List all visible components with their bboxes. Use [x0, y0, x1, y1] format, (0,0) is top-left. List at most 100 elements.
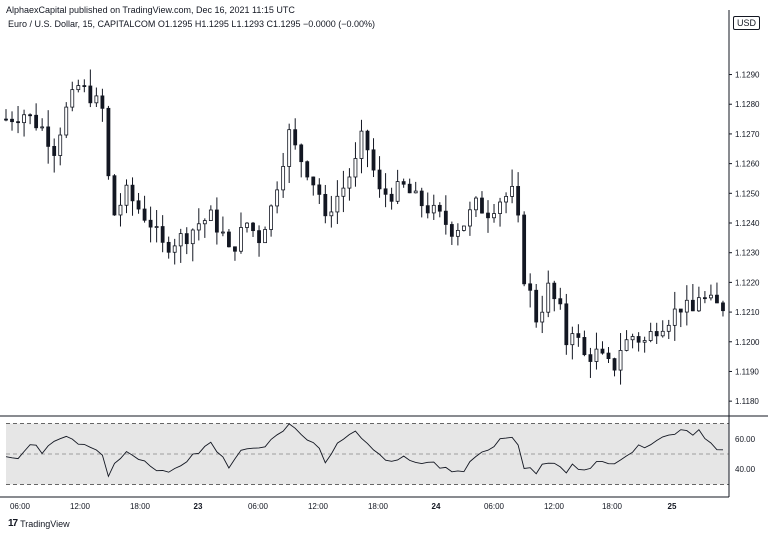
candle-body	[703, 297, 707, 300]
rsi-line	[5, 423, 724, 478]
candle-body	[52, 145, 57, 156]
rsi-layer	[0, 415, 768, 485]
candle-body	[118, 204, 123, 216]
candle-body	[40, 126, 45, 129]
candle-body	[136, 200, 141, 210]
tradingview-brand: TradingView	[20, 518, 70, 529]
candle-body	[431, 204, 436, 214]
candle-body	[76, 85, 81, 91]
candle-body	[287, 129, 292, 167]
candle-body	[558, 298, 563, 305]
candle-body	[600, 348, 605, 354]
tradingview-footer[interactable]: 17 TradingView	[8, 518, 70, 529]
candle-body	[377, 169, 382, 190]
candle-body	[28, 114, 33, 117]
candle-body	[666, 324, 671, 332]
candle-body	[395, 181, 400, 202]
candle-body	[709, 294, 713, 299]
candle-body	[233, 246, 237, 252]
candle-body	[172, 245, 177, 253]
candle-body	[672, 308, 677, 326]
candle-body	[443, 210, 448, 225]
time-tick-label: 18:00	[130, 502, 151, 511]
price-tick-label: 1.1280	[735, 100, 760, 109]
candle-body	[371, 149, 376, 171]
candle-body	[684, 299, 689, 313]
candle-body	[245, 222, 249, 228]
candle-body	[660, 330, 665, 337]
candle-body	[275, 189, 280, 207]
candle-body	[124, 184, 129, 206]
candle-body	[510, 186, 515, 197]
candle-body	[166, 241, 171, 253]
candle-body	[305, 161, 310, 178]
time-tick-label: 25	[668, 502, 677, 511]
candle-body	[721, 302, 725, 312]
candle-body	[196, 223, 201, 231]
candle-body	[214, 209, 219, 233]
candle-body	[678, 308, 683, 313]
candle-body	[480, 197, 484, 214]
candle-body	[696, 297, 701, 312]
price-tick-label: 1.1240	[735, 219, 760, 228]
candle-body	[588, 354, 593, 362]
candle-body	[642, 340, 647, 343]
candle-body	[263, 229, 267, 244]
candle-body	[504, 196, 508, 203]
candle-body	[570, 333, 575, 346]
price-tick-label: 1.1250	[735, 189, 760, 198]
candle-body	[540, 311, 545, 323]
candle-body	[546, 282, 551, 313]
currency-badge[interactable]: USD	[732, 16, 760, 30]
candle-body	[88, 85, 93, 104]
price-tick-label: 1.1180	[735, 397, 759, 406]
candle-body	[130, 184, 135, 202]
candle-body	[257, 230, 261, 244]
axis-layer: 1.1290 1.1280 1.1270 1.1260 1.1250 1.1240 1.12…	[0, 10, 760, 511]
rsi-tick-label: 40.00	[735, 465, 756, 474]
candle-body	[70, 89, 75, 108]
time-tick-label: 18:00	[368, 502, 389, 511]
candle-body	[281, 166, 286, 191]
price-tick-label: 1.1230	[735, 249, 760, 258]
candle-body	[178, 233, 183, 247]
candle-body	[715, 294, 719, 304]
candle-body	[419, 190, 424, 207]
candle-body	[112, 175, 117, 216]
candle-body	[34, 114, 39, 129]
rsi-tick-label: 60.00	[735, 435, 756, 444]
candle-body	[413, 190, 418, 194]
time-tick-label: 12:00	[308, 502, 329, 511]
candle-body	[64, 106, 69, 136]
candle-body	[528, 283, 533, 291]
candle-body	[154, 226, 159, 228]
candles-layer	[4, 69, 725, 385]
candle-body	[630, 336, 635, 341]
candle-body	[347, 176, 352, 189]
price-tick-label: 1.1260	[735, 160, 760, 169]
candle-body	[359, 130, 364, 159]
price-tick-label: 1.1220	[735, 278, 760, 287]
symbol-legend: Euro / U.S. Dollar, 15, CAPITALCOM O1.12…	[8, 19, 376, 29]
candle-body	[425, 205, 430, 214]
price-tick-label: 1.1210	[735, 308, 760, 317]
candle-body	[492, 213, 496, 219]
candle-body	[46, 126, 51, 147]
candle-body	[239, 227, 243, 252]
candle-body	[522, 214, 527, 285]
candle-body	[564, 303, 569, 346]
candle-body	[383, 188, 388, 195]
candle-body	[654, 331, 659, 337]
time-tick-label: 12:00	[70, 502, 91, 511]
time-tick-label: 12:00	[544, 502, 565, 511]
candle-body	[582, 337, 587, 356]
candle-body	[106, 107, 111, 177]
candle-body	[606, 352, 611, 360]
time-tick-label: 06:00	[484, 502, 505, 511]
time-tick-label: 06:00	[10, 502, 31, 511]
candle-body	[317, 184, 322, 195]
candle-body	[4, 118, 8, 121]
candle-body	[202, 220, 207, 225]
candle-body	[10, 118, 14, 123]
